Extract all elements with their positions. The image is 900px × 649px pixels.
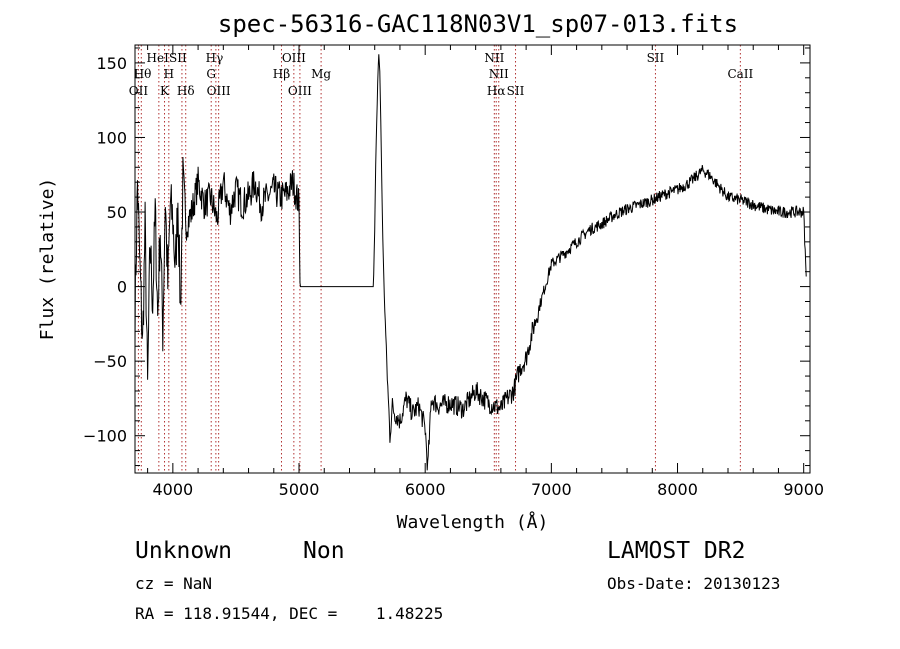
chart-title: spec-56316-GAC118N03V1_sp07-013.fits [218,10,738,38]
redshift-label: cz = NaN [135,574,213,593]
survey-label: LAMOST DR2 [607,538,746,564]
line-label: NII [489,67,509,81]
y-tick-label: 100 [96,128,127,147]
x-tick-label: 5000 [279,480,320,499]
line-label: H [164,67,174,81]
y-tick-label: −100 [83,427,127,446]
y-tick-label: 0 [117,278,127,297]
line-label: Hα [487,84,506,98]
line-label: SII [647,51,665,65]
line-label: Hγ [206,51,224,65]
x-tick-label: 7000 [531,480,572,499]
line-label: Hδ [177,84,195,98]
y-tick-label: 50 [107,203,127,222]
spectrum-line [135,54,807,471]
line-label: OII [129,84,149,98]
coordinates-label: RA = 118.91544, DEC = 1.48225 [135,604,444,623]
line-label: K [160,84,170,98]
x-tick-label: 6000 [405,480,446,499]
x-tick-label: 8000 [657,480,698,499]
line-label: SII [169,51,187,65]
y-axis-label: Flux (relative) [37,178,58,341]
line-label: SII [507,84,525,98]
x-tick-label: 4000 [152,480,193,499]
line-label: OIII [282,51,306,65]
x-tick-label: 9000 [783,480,824,499]
class-label: Unknown [135,538,232,564]
line-label: HeI [147,51,170,65]
line-label: Hβ [273,67,290,81]
line-label: CaII [727,67,753,81]
x-axis-label: Wavelength (Å) [397,511,549,533]
line-label: Hθ [134,67,152,81]
line-label: OIII [207,84,231,98]
obs-date-label: Obs-Date: 20130123 [607,574,781,593]
subclass-label: Non [303,538,345,564]
line-label: Mg [311,67,331,81]
y-tick-label: 150 [96,54,127,73]
line-label: NII [484,51,504,65]
y-tick-label: −50 [93,352,127,371]
line-label: OIII [288,84,312,98]
plot-frame [134,44,811,474]
line-label: G [206,67,216,81]
